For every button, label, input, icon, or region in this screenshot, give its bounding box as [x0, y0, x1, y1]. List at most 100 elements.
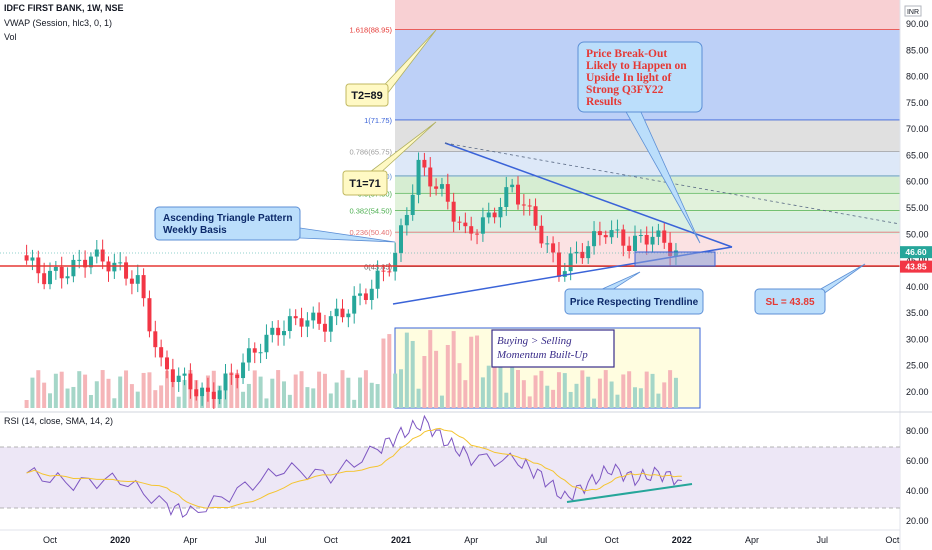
candle-body	[609, 230, 614, 238]
volume-bar	[170, 375, 175, 408]
rsi-tick-label: 60.00	[906, 456, 929, 466]
candle-body	[188, 373, 193, 390]
candle-body	[358, 293, 363, 296]
price-tick-label: 30.00	[906, 334, 929, 344]
candle-body	[235, 374, 240, 379]
volume-bar	[457, 363, 462, 408]
time-tick-label: Jul	[536, 535, 548, 545]
time-tick-label: Oct	[605, 535, 620, 545]
candle-body	[504, 187, 509, 207]
candle-body	[668, 242, 673, 257]
time-tick-label: 2022	[672, 535, 692, 545]
candle-body	[305, 320, 310, 327]
time-tick-label: Apr	[745, 535, 759, 545]
candle-body	[597, 231, 602, 236]
volume-bar	[246, 383, 251, 408]
fib-level-label: 0.786(65.75)	[349, 147, 392, 156]
candle-body	[399, 225, 403, 253]
price-tick-label: 25.00	[906, 361, 929, 371]
time-tick-label: Apr	[464, 535, 478, 545]
candle-body	[633, 235, 637, 252]
volume-bar	[498, 343, 503, 408]
fib-level-label: 1(71.75)	[364, 116, 392, 125]
volume-bar	[586, 376, 591, 408]
time-tick-label: Oct	[885, 535, 900, 545]
fib-zone-236	[395, 212, 900, 234]
t1-label: T1=71	[349, 178, 381, 190]
rsi-axis: 80.00 60.00 40.00 20.00	[906, 426, 929, 526]
candle-body	[375, 270, 380, 289]
candle-body	[153, 331, 158, 348]
candle-body	[264, 334, 269, 353]
stop-loss-label: SL = 43.85	[765, 297, 814, 308]
candle-body	[276, 327, 281, 336]
volume-bar	[182, 379, 187, 408]
trendline-label: Price Respecting Trendline	[570, 297, 699, 308]
price-badge-label: 46.60	[905, 247, 927, 257]
candle-body	[562, 271, 567, 277]
candle-body	[656, 230, 661, 237]
candle-body	[141, 275, 146, 299]
vwap-projection-line	[444, 142, 901, 225]
candle-body	[568, 253, 573, 272]
candle-body	[516, 184, 520, 205]
price-tick-label: 80.00	[906, 72, 929, 82]
candle-body	[445, 184, 450, 202]
volume-bar	[305, 387, 310, 408]
volume-bar	[621, 374, 626, 408]
rsi-legend: RSI (14, close, SMA, 14, 2)	[4, 416, 114, 426]
candle-body	[463, 222, 468, 227]
candle-body	[176, 375, 181, 382]
annotation-breakout: Price Break-Out Likely to Happen on Upside…	[577, 41, 703, 113]
volume-bar	[106, 378, 111, 408]
candle-body	[346, 313, 351, 318]
volume-bar	[556, 372, 561, 408]
candle-body	[469, 226, 474, 234]
price-axis: 90.00 85.00 80.00 75.00 70.00 65.00 60.00 55.00…	[906, 19, 929, 397]
volume-bar	[504, 392, 509, 408]
volume-bar	[352, 399, 357, 408]
candle-body	[621, 229, 626, 246]
volume-bar	[59, 371, 64, 408]
volume-bar	[112, 398, 117, 408]
fib-zone-618	[395, 151, 900, 175]
volume-bar	[346, 377, 351, 408]
volume-bar	[475, 335, 480, 408]
candle-body	[59, 266, 64, 279]
volume-bar	[369, 382, 374, 408]
price-tick-label: 35.00	[906, 308, 929, 318]
volume-bar	[147, 372, 152, 408]
volume-bar	[492, 331, 497, 408]
volume-bar	[77, 371, 82, 408]
price-badge-label: 43.85	[905, 262, 927, 272]
candle-body	[53, 266, 58, 271]
currency-label: INR	[907, 9, 919, 16]
price-tick-label: 20.00	[906, 387, 929, 397]
volume-bar	[662, 382, 667, 408]
candle-body	[77, 259, 82, 261]
candle-body	[556, 252, 561, 277]
volume-bar	[650, 373, 655, 408]
candle-body	[252, 348, 257, 353]
candle-body	[387, 271, 392, 273]
candle-body	[527, 205, 532, 207]
candle-body	[627, 245, 632, 252]
candle-body	[662, 230, 667, 243]
price-candles	[24, 152, 678, 409]
volume-bar	[451, 331, 456, 408]
volume-bar	[159, 385, 164, 408]
candle-body	[147, 298, 152, 332]
volume-bar	[83, 374, 88, 408]
breakout-label: Price Break-Out Likely to Happen on Upside…	[586, 48, 687, 108]
volume-bar	[118, 376, 123, 408]
price-tick-label: 60.00	[906, 177, 929, 187]
volume-bar	[282, 381, 286, 408]
volume-bar	[53, 373, 58, 408]
volume-bar	[445, 344, 450, 408]
time-tick-label: 2020	[110, 535, 130, 545]
candle-body	[475, 233, 480, 235]
candle-body	[439, 184, 444, 189]
volume-bar	[270, 378, 275, 408]
volume-bar	[422, 356, 427, 408]
rsi-tick-label: 20.00	[906, 516, 929, 526]
